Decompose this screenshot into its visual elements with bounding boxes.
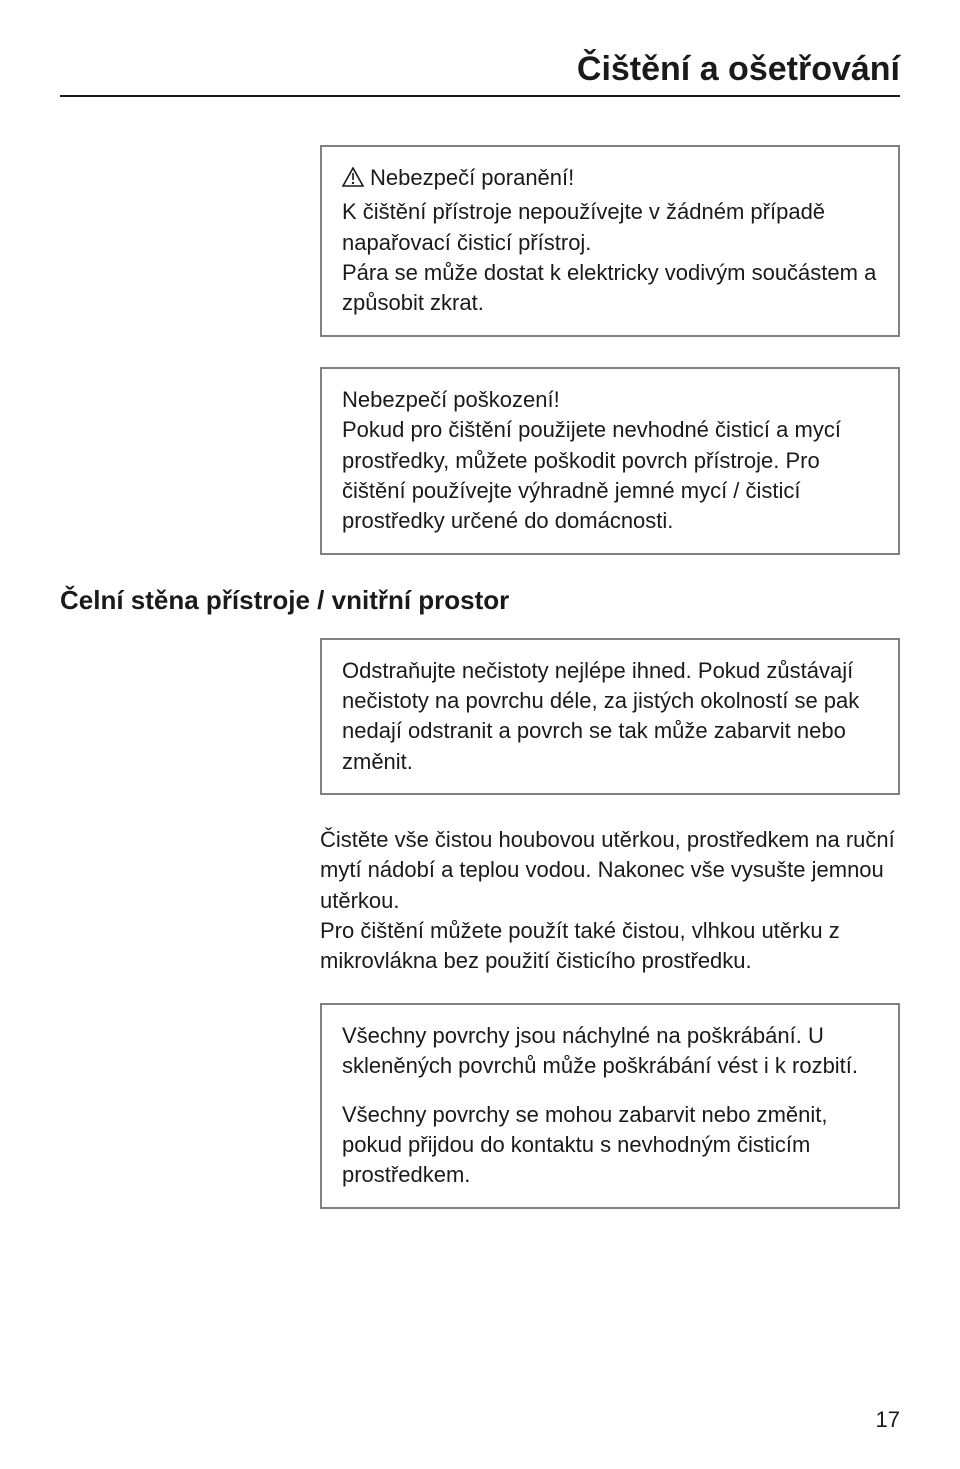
info-body: Odstraňujte nečistoty nejlépe ihned. Pok… bbox=[342, 656, 878, 777]
info-box-clean-soon: Odstraňujte nečistoty nejlépe ihned. Pok… bbox=[320, 638, 900, 795]
page-number: 17 bbox=[876, 1407, 900, 1433]
page-title: Čištění a ošetřování bbox=[60, 50, 900, 97]
content-column: Nebezpečí poranění! K čištění přístroje … bbox=[320, 145, 900, 555]
section-content: Odstraňujte nečistoty nejlépe ihned. Pok… bbox=[320, 638, 900, 1209]
warning-body-1: Všechny povrchy jsou náchylné na poškráb… bbox=[342, 1021, 878, 1082]
warning-triangle-icon bbox=[342, 165, 364, 195]
warning-heading: Nebezpečí poškození! bbox=[342, 385, 878, 415]
warning-body-2: Všechny povrchy se mohou zabarvit nebo z… bbox=[342, 1100, 878, 1191]
body-paragraph: Čistěte vše čistou houbovou utěrkou, pro… bbox=[320, 825, 900, 977]
warning-heading: Nebezpečí poranění! bbox=[370, 165, 574, 190]
warning-box-surfaces: Všechny povrchy jsou náchylné na poškráb… bbox=[320, 1003, 900, 1209]
warning-body: Pokud pro čištění použijete nevhodné čis… bbox=[342, 415, 878, 536]
warning-body: K čištění přístroje nepoužívejte v žádné… bbox=[342, 197, 878, 318]
warning-box-damage: Nebezpečí poškození! Pokud pro čištění p… bbox=[320, 367, 900, 555]
section-heading: Čelní stěna přístroje / vnitřní prostor bbox=[60, 585, 900, 616]
warning-box-injury: Nebezpečí poranění! K čištění přístroje … bbox=[320, 145, 900, 337]
warning-heading-row: Nebezpečí poranění! bbox=[342, 163, 878, 195]
